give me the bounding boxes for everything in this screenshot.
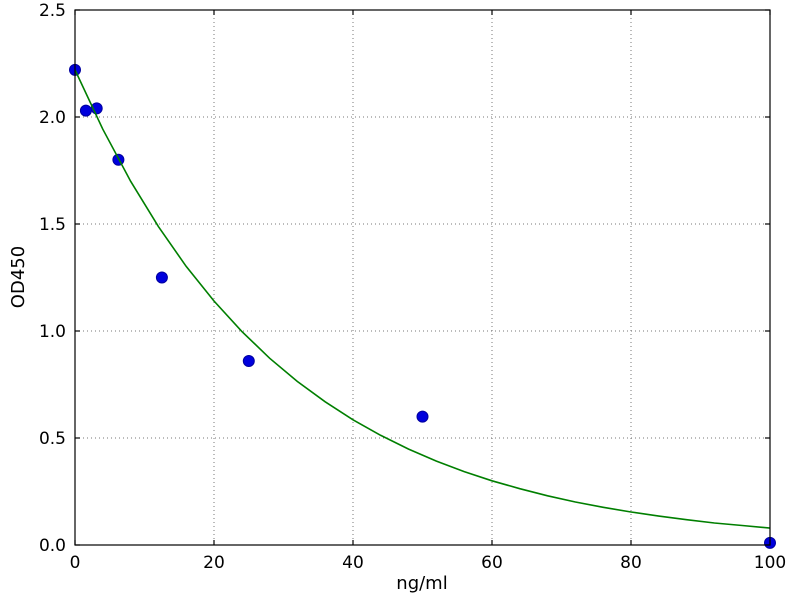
y-tick-label: 2.0 [39, 108, 66, 128]
x-axis-label: ng/ml [396, 573, 447, 594]
axes-spines [74, 9, 771, 546]
data-point [416, 410, 429, 423]
data-points [69, 63, 776, 549]
plot-area: 0 20 40 60 80 100 0.0 0.5 1.0 1.5 2.0 2.5 [39, 1, 786, 573]
fit-curve [75, 69, 770, 529]
x-tick-label: 100 [754, 553, 786, 573]
x-tick-label: 0 [70, 553, 81, 573]
data-point [242, 355, 255, 367]
y-ticks: 0.0 0.5 1.0 1.5 2.0 2.5 [39, 1, 770, 556]
x-tick-label: 40 [342, 553, 364, 573]
data-point [155, 271, 168, 284]
fit-curve-path [75, 69, 770, 529]
data-point [79, 104, 92, 117]
y-tick-label: 1.0 [39, 322, 66, 342]
x-tick-label: 20 [203, 553, 225, 573]
x-tick-label: 60 [481, 553, 503, 573]
y-axis-label: OD450 [8, 246, 29, 308]
y-tick-label: 2.5 [39, 1, 66, 21]
y-tick-label: 1.5 [39, 215, 66, 235]
y-tick-label: 0.5 [39, 429, 66, 449]
y-tick-label: 0.0 [39, 536, 66, 556]
x-ticks: 0 20 40 60 80 100 [70, 10, 786, 573]
x-tick-label: 80 [620, 553, 642, 573]
gridlines [75, 10, 770, 545]
